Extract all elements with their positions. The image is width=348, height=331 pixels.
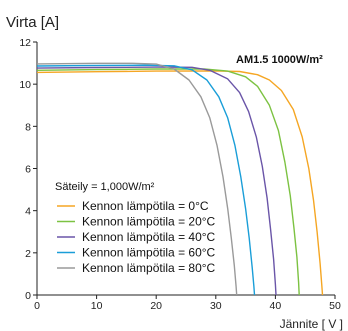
irradiance-note: Säteily = 1,000W/m² — [55, 181, 155, 193]
series-lines — [36, 62, 324, 296]
y-tick-label: 2 — [25, 248, 31, 260]
legend-label: Kennon lämpötila = 20°C — [82, 215, 216, 229]
y-tick-label: 10 — [19, 79, 31, 91]
series-line-4 — [36, 62, 238, 296]
series-line-3 — [36, 64, 256, 296]
x-tick-label: 0 — [34, 300, 40, 312]
x-tick-label: 30 — [210, 300, 222, 312]
x-tick-label: 40 — [270, 300, 282, 312]
tick-labels: 0 10 20 30 40 50 0 2 4 6 8 10 12 — [19, 37, 341, 312]
y-tick-label: 8 — [25, 121, 31, 133]
y-tick-label: 4 — [25, 206, 31, 218]
x-axis-title: Jännite [ V ] — [280, 317, 343, 331]
axes — [33, 41, 336, 299]
condition-note: AM1.5 1000W/m² — [236, 54, 323, 66]
x-tick-label: 20 — [150, 300, 162, 312]
x-tick-label: 50 — [329, 300, 341, 312]
legend-label: Kennon lämpötila = 60°C — [82, 246, 216, 260]
legend: Säteily = 1,000W/m² Kennon lämpötila = 0… — [55, 181, 216, 275]
y-axis-title: Virta [A] — [6, 14, 59, 31]
legend-label: Kennon lämpötila = 40°C — [82, 230, 216, 244]
y-tick-label: 0 — [25, 290, 31, 302]
legend-label: Kennon lämpötila = 0°C — [82, 199, 209, 213]
x-tick-label: 10 — [91, 300, 103, 312]
y-tick-label: 12 — [19, 37, 31, 49]
legend-label: Kennon lämpötila = 80°C — [82, 261, 216, 275]
series-line-0 — [36, 70, 324, 296]
y-tick-label: 6 — [25, 164, 31, 176]
